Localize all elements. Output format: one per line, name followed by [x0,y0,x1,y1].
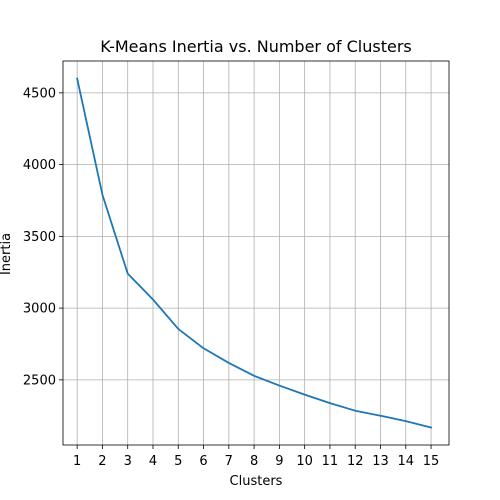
series-lines [76,77,433,429]
x-tick-label: 13 [372,454,389,469]
x-tick-label: 2 [98,454,106,469]
chart-title: K-Means Inertia vs. Number of Clusters [100,37,411,56]
x-tick-label: 4 [149,454,157,469]
y-tick-label: 3000 [23,302,56,317]
x-tick-label: 15 [423,454,440,469]
x-tick-label: 1 [73,454,81,469]
x-axis-label: Clusters [230,474,283,489]
plot-area-frame [62,60,450,446]
x-tick-label: 9 [275,454,283,469]
y-tick-label: 3500 [23,230,56,245]
x-tick-label: 10 [296,454,313,469]
x-tick-label: 6 [199,454,207,469]
inertia-series-line [76,77,433,429]
x-tick-label: 8 [250,454,258,469]
y-tick-label: 4000 [23,158,56,173]
x-tick-label: 3 [124,454,132,469]
x-tick-label: 11 [322,454,339,469]
x-tick-label: 7 [225,454,233,469]
axis-ticks: 1 2 3 4 5 6 7 8 9 10 11 12 13 14 152500300035004000450… [23,86,439,469]
x-tick-label: 12 [347,454,364,469]
y-axis-label: Inertia [0,233,14,275]
y-tick-label: 2500 [23,373,56,388]
x-tick-label: 5 [174,454,182,469]
y-tick-label: 4500 [23,86,56,101]
x-tick-label: 14 [398,454,415,469]
grid-lines [63,61,449,445]
